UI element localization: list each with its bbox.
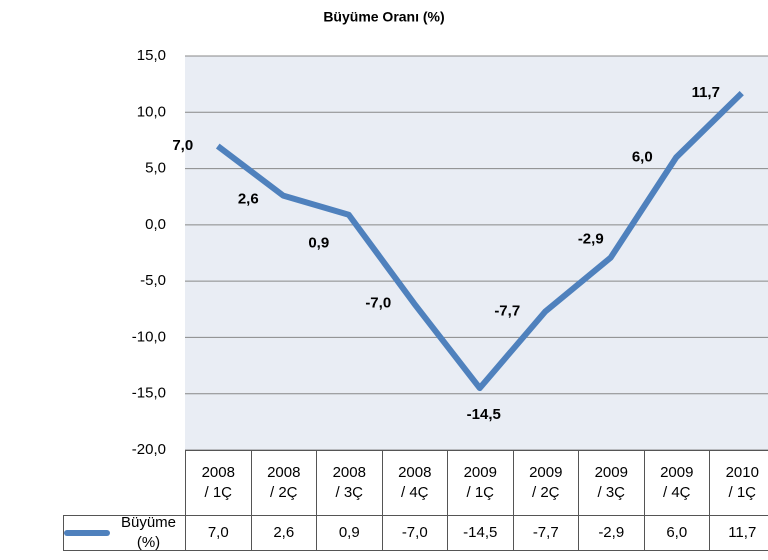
y-tick-label: -15,0 [132, 385, 166, 402]
chart-title: Büyüme Oranı (%) [323, 9, 444, 25]
data-label: 7,0 [172, 137, 193, 154]
table-value: 0,9 [316, 515, 383, 551]
data-label: 6,0 [632, 148, 653, 165]
table-category: 2009 / 1Ç [447, 450, 514, 516]
table-category: 2009 / 2Ç [512, 450, 579, 516]
series-line [215, 91, 744, 392]
table-value: 11,7 [709, 515, 768, 551]
y-tick-label: -5,0 [140, 272, 166, 289]
data-label: -7,7 [494, 303, 520, 320]
legend-label: Büyüme (%) [120, 514, 177, 551]
y-tick-label: -20,0 [132, 441, 166, 458]
table-value: 2,6 [250, 515, 317, 551]
data-label: -7,0 [365, 295, 391, 312]
y-tick-label: 15,0 [137, 47, 166, 64]
data-label: -14,5 [467, 406, 501, 423]
legend-key [64, 530, 110, 536]
table-category: 2008 / 3Ç [316, 450, 383, 516]
table-value: 7,0 [185, 515, 252, 551]
data-label: -2,9 [578, 230, 604, 247]
table-value: -7,7 [512, 515, 579, 551]
data-label: 0,9 [308, 235, 329, 252]
table-value: -2,9 [578, 515, 645, 551]
data-label: 2,6 [238, 191, 259, 208]
table-category: 2009 / 4Ç [643, 450, 710, 516]
y-tick-label: 5,0 [145, 160, 166, 177]
table-category: 2008 / 1Ç [185, 450, 252, 516]
table-category: 2008 / 4Ç [381, 450, 448, 516]
table-value: -14,5 [447, 515, 514, 551]
y-tick-label: 0,0 [145, 216, 166, 233]
table-category: 2009 / 3Ç [578, 450, 645, 516]
y-tick-label: -10,0 [132, 328, 166, 345]
data-label: 11,7 [692, 84, 720, 101]
table-legend: Büyüme (%) [63, 514, 186, 551]
table-category: 2010 / 1Ç [709, 450, 768, 516]
y-tick-label: 10,0 [137, 103, 166, 120]
table-category: 2008 / 2Ç [250, 450, 317, 516]
table-value: -7,0 [381, 515, 448, 551]
plot-area [185, 56, 768, 450]
table-value: 6,0 [643, 515, 710, 551]
